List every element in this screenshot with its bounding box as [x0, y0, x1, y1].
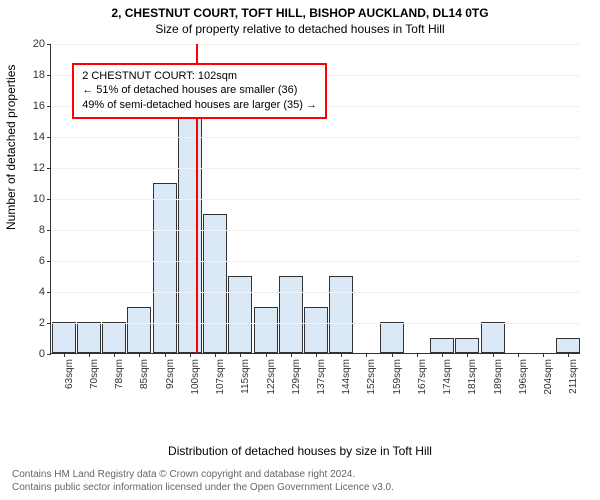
x-tick-label: 70sqm: [89, 359, 100, 389]
histogram-bar: [127, 307, 151, 354]
x-tick-mark: [89, 353, 90, 357]
x-tick-mark: [392, 353, 393, 357]
histogram-bar: [203, 214, 227, 354]
grid-line: [51, 44, 580, 45]
x-tick-mark: [165, 353, 166, 357]
histogram-bar: [52, 322, 76, 353]
y-tick-label: 14: [33, 131, 51, 143]
footer-line-2: Contains public sector information licen…: [12, 481, 394, 494]
grid-line: [51, 230, 580, 231]
attribution-footer: Contains HM Land Registry data © Crown c…: [12, 468, 394, 494]
annotation-line: 2 CHESTNUT COURT: 102sqm: [82, 69, 317, 84]
y-tick-label: 6: [39, 255, 51, 267]
x-tick-mark: [114, 353, 115, 357]
histogram-bar: [102, 322, 126, 353]
plot-area: 0246810121416182063sqm70sqm78sqm85sqm92s…: [50, 44, 580, 354]
grid-line: [51, 323, 580, 324]
x-tick-mark: [366, 353, 367, 357]
histogram-bar: [254, 307, 278, 354]
x-tick-label: 78sqm: [114, 359, 125, 389]
x-tick-mark: [266, 353, 267, 357]
histogram-bar: [556, 338, 580, 354]
x-tick-label: 100sqm: [190, 359, 201, 395]
y-tick-label: 16: [33, 100, 51, 112]
y-tick-label: 10: [33, 193, 51, 205]
x-tick-mark: [543, 353, 544, 357]
x-tick-label: 122sqm: [266, 359, 277, 395]
histogram-bar: [455, 338, 479, 354]
histogram-bar: [153, 183, 177, 354]
x-tick-label: 152sqm: [366, 359, 377, 395]
chart-container: 0246810121416182063sqm70sqm78sqm85sqm92s…: [50, 44, 580, 414]
histogram-bar: [430, 338, 454, 354]
y-tick-label: 20: [33, 38, 51, 50]
x-tick-label: 196sqm: [518, 359, 529, 395]
footer-line-1: Contains HM Land Registry data © Crown c…: [12, 468, 394, 481]
x-tick-label: 63sqm: [64, 359, 75, 389]
x-tick-label: 137sqm: [316, 359, 327, 395]
x-tick-label: 181sqm: [467, 359, 478, 395]
annotation-line: ← 51% of detached houses are smaller (36…: [82, 83, 317, 98]
x-tick-label: 189sqm: [493, 359, 504, 395]
histogram-bar: [228, 276, 252, 354]
x-tick-label: 107sqm: [215, 359, 226, 395]
histogram-bar: [77, 322, 101, 353]
histogram-bar: [380, 322, 404, 353]
y-tick-label: 4: [39, 286, 51, 298]
annotation-line: 49% of semi-detached houses are larger (…: [82, 98, 317, 113]
histogram-bar: [329, 276, 353, 354]
x-tick-mark: [316, 353, 317, 357]
annotation-box: 2 CHESTNUT COURT: 102sqm← 51% of detache…: [72, 63, 327, 120]
y-axis-label: Number of detached properties: [4, 65, 18, 230]
x-tick-mark: [291, 353, 292, 357]
grid-line: [51, 261, 580, 262]
grid-line: [51, 199, 580, 200]
grid-line: [51, 137, 580, 138]
x-tick-mark: [417, 353, 418, 357]
chart-title-subtitle: Size of property relative to detached ho…: [0, 20, 600, 36]
x-tick-label: 167sqm: [417, 359, 428, 395]
chart-title-address: 2, CHESTNUT COURT, TOFT HILL, BISHOP AUC…: [0, 0, 600, 20]
x-tick-mark: [341, 353, 342, 357]
histogram-bar: [279, 276, 303, 354]
x-tick-label: 85sqm: [139, 359, 150, 389]
grid-line: [51, 292, 580, 293]
x-tick-mark: [442, 353, 443, 357]
x-tick-mark: [139, 353, 140, 357]
x-tick-mark: [467, 353, 468, 357]
x-tick-label: 129sqm: [291, 359, 302, 395]
x-tick-label: 159sqm: [392, 359, 403, 395]
histogram-bar: [304, 307, 328, 354]
x-tick-mark: [518, 353, 519, 357]
y-tick-label: 18: [33, 69, 51, 81]
x-tick-label: 204sqm: [543, 359, 554, 395]
x-tick-mark: [64, 353, 65, 357]
x-tick-mark: [493, 353, 494, 357]
x-tick-label: 115sqm: [240, 359, 251, 394]
y-tick-label: 0: [39, 348, 51, 360]
x-tick-mark: [190, 353, 191, 357]
y-tick-label: 8: [39, 224, 51, 236]
x-tick-label: 211sqm: [568, 359, 579, 394]
x-tick-label: 144sqm: [341, 359, 352, 395]
x-tick-mark: [215, 353, 216, 357]
x-tick-mark: [240, 353, 241, 357]
x-tick-mark: [568, 353, 569, 357]
y-tick-label: 12: [33, 162, 51, 174]
x-axis-label: Distribution of detached houses by size …: [0, 444, 600, 458]
y-tick-label: 2: [39, 317, 51, 329]
histogram-bar: [481, 322, 505, 353]
x-tick-label: 92sqm: [165, 359, 176, 389]
x-tick-label: 174sqm: [442, 359, 453, 395]
grid-line: [51, 168, 580, 169]
